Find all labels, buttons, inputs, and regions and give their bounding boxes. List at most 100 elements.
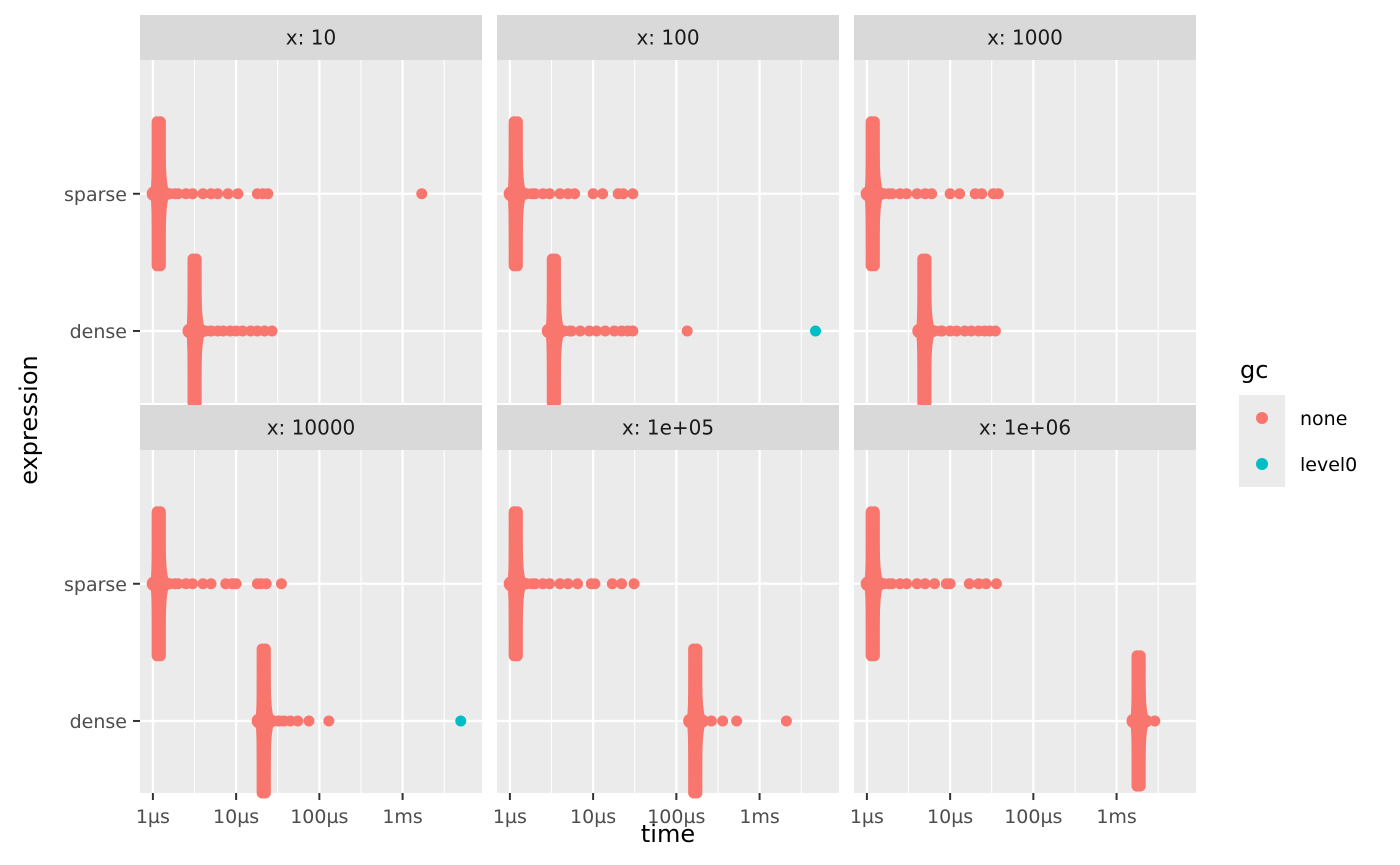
- data-point: [508, 650, 520, 662]
- data-point: [780, 715, 792, 727]
- data-point: [865, 260, 877, 272]
- data-point: [628, 578, 640, 590]
- x-tick-label: 1µs: [136, 806, 170, 828]
- data-point: [292, 715, 304, 727]
- data-point: [164, 188, 176, 200]
- x-tick-label: 1ms: [382, 806, 423, 828]
- data-point: [212, 188, 224, 200]
- facet-strip-label: x: 1e+06: [979, 416, 1071, 440]
- data-point: [926, 188, 938, 200]
- data-point: [591, 325, 603, 337]
- data-point: [901, 188, 913, 200]
- data-point: [182, 323, 198, 339]
- facet-strip: [497, 405, 839, 450]
- data-point: [503, 186, 519, 202]
- data-point: [810, 325, 822, 337]
- facet-panel: x: 1e+06 1µs 10µs 100µs 1ms: [850, 405, 1196, 828]
- data-point: [566, 325, 578, 337]
- data-point: [589, 578, 601, 590]
- data-point: [237, 325, 249, 337]
- data-point: [1139, 714, 1153, 728]
- data-point: [936, 325, 948, 337]
- data-point: [606, 578, 618, 590]
- data-point: [886, 578, 898, 590]
- data-point: [681, 325, 693, 337]
- data-point: [951, 325, 963, 337]
- data-point: [860, 576, 876, 592]
- data-point: [521, 578, 533, 590]
- data-point: [256, 787, 268, 799]
- series-dense-none: [251, 643, 335, 799]
- facet-panel: x: 100: [497, 15, 839, 409]
- facet-strip-label: x: 1000: [987, 26, 1063, 50]
- data-point: [929, 578, 941, 590]
- facet-panel: x: 10 sparse dense: [64, 15, 482, 409]
- data-point: [944, 578, 956, 590]
- y-tick-label: sparse: [64, 184, 127, 206]
- data-point: [541, 323, 557, 339]
- data-point: [1131, 780, 1143, 792]
- data-point: [323, 715, 335, 727]
- facet-strip: [854, 405, 1196, 450]
- data-point: [860, 186, 876, 202]
- data-point: [554, 188, 566, 200]
- data-point: [544, 188, 556, 200]
- facet-strip-label: x: 10000: [267, 416, 356, 440]
- x-tick-label: 1ms: [739, 806, 780, 828]
- facet-panel: x: 10000 sparse dense 1µs 10µs 100µs 1ms: [64, 405, 482, 828]
- data-point: [569, 188, 581, 200]
- data-point: [455, 715, 467, 727]
- data-point: [172, 188, 184, 200]
- data-point: [1126, 713, 1142, 729]
- data-point: [901, 578, 913, 590]
- data-point: [529, 578, 541, 590]
- facet-strip-label: x: 100: [636, 26, 699, 50]
- series-dense-none: [912, 253, 1001, 409]
- data-point: [989, 325, 1001, 337]
- data-point: [944, 188, 956, 200]
- x-tick-label: 1µs: [850, 806, 884, 828]
- x-tick-label: 10µs: [213, 806, 259, 828]
- data-point: [912, 323, 928, 339]
- data-point: [544, 578, 556, 590]
- y-tick-label: dense: [70, 711, 127, 733]
- series-sparse-none: [146, 506, 287, 662]
- panel-background: [497, 450, 839, 793]
- x-axis-title: time: [641, 820, 695, 848]
- data-point: [976, 188, 988, 200]
- facet-strip-label: x: 10: [286, 26, 336, 50]
- data-point: [919, 578, 931, 590]
- data-point: [865, 650, 877, 662]
- series-dense-level0: [810, 325, 822, 337]
- data-point: [597, 188, 609, 200]
- data-point: [627, 325, 639, 337]
- data-point: [262, 188, 274, 200]
- data-point: [990, 578, 1002, 590]
- data-point: [574, 325, 586, 337]
- x-tick-label: 100µs: [290, 806, 348, 828]
- legend-key-none: [1256, 412, 1268, 424]
- data-point: [695, 715, 707, 727]
- facet-panels: x: 10 sparse dense x: 100 x: 1000 x: 10000 spa…: [64, 15, 1196, 828]
- series-dense-none: [541, 253, 693, 409]
- data-point: [616, 578, 628, 590]
- data-point: [717, 715, 729, 727]
- data-point: [151, 260, 163, 272]
- data-point: [232, 188, 244, 200]
- data-point: [963, 578, 975, 590]
- data-point: [599, 325, 611, 337]
- y-tick-label: sparse: [64, 574, 127, 596]
- y-tick-label: dense: [70, 321, 127, 343]
- data-point: [554, 578, 566, 590]
- data-point: [980, 578, 992, 590]
- x-tick-label: 100µs: [647, 806, 705, 828]
- series-dense-none: [1126, 650, 1161, 792]
- legend: gc none level0: [1239, 356, 1357, 487]
- data-point: [260, 578, 272, 590]
- data-point: [911, 188, 923, 200]
- x-tick-label: 10µs: [570, 806, 616, 828]
- facet-strip: [140, 15, 482, 60]
- data-point: [172, 578, 184, 590]
- series-dense-none: [182, 253, 278, 409]
- panel-background: [854, 60, 1196, 403]
